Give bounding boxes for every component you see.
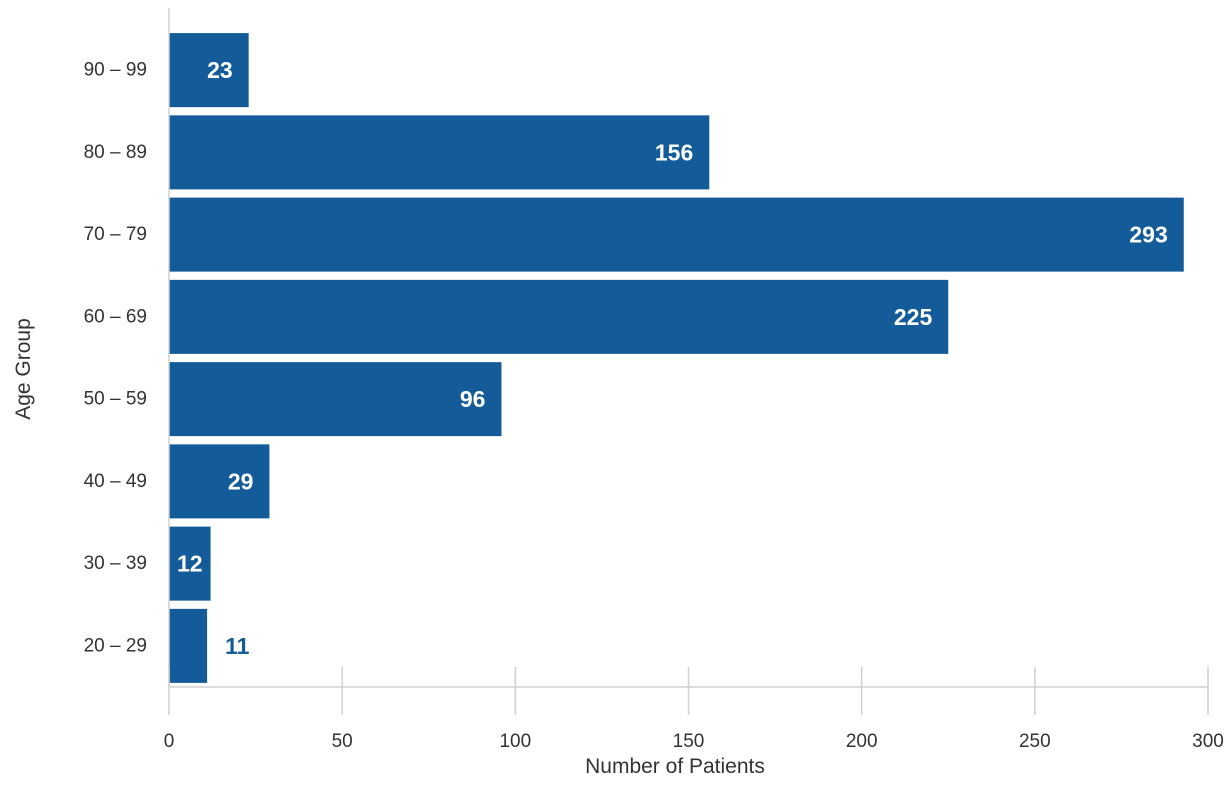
bar-7 [169, 33, 249, 108]
bars-group [169, 33, 1184, 683]
y-tick-label-4: 60 – 69 [84, 306, 147, 327]
bar-2 [169, 444, 270, 519]
bar-value-label-4: 225 [894, 304, 933, 330]
bar-1 [169, 526, 211, 601]
value-labels-group: 11 12 29 96 225 293 156 23 [177, 57, 1168, 659]
bar-3 [169, 362, 502, 437]
x-axis-title: Number of Patients [585, 755, 765, 778]
x-axis-ticks: 0 50 100 150 200 250 300 [164, 667, 1224, 752]
x-tick-label-5: 250 [1019, 731, 1051, 752]
x-tick-label-4: 200 [846, 731, 878, 752]
y-axis-ticks: 20 – 29 30 – 39 40 – 49 50 – 59 60 – 69 70 – … [84, 60, 147, 657]
x-tick-label-6: 300 [1192, 731, 1224, 752]
bar-0 [169, 608, 208, 683]
x-tick-label-1: 50 [332, 731, 353, 752]
y-tick-label-0: 20 – 29 [84, 635, 147, 656]
x-tick-label-2: 100 [499, 731, 531, 752]
bar-value-label-1: 12 [177, 551, 203, 577]
y-tick-label-2: 40 – 49 [84, 471, 147, 492]
y-tick-label-5: 70 – 79 [84, 224, 147, 245]
y-axis-title: Age Group [12, 318, 35, 420]
y-tick-label-7: 90 – 99 [84, 60, 147, 81]
y-tick-label-3: 50 – 59 [84, 389, 147, 410]
bar-value-label-6: 156 [655, 139, 693, 165]
bar-4 [169, 279, 949, 354]
bar-5 [169, 197, 1184, 272]
bar-6 [169, 115, 710, 190]
bar-value-label-5: 293 [1129, 222, 1167, 248]
x-tick-label-3: 150 [673, 731, 705, 752]
y-tick-label-6: 80 – 89 [84, 142, 147, 163]
bar-value-label-3: 96 [460, 386, 486, 412]
y-tick-label-1: 30 – 39 [84, 553, 147, 574]
bar-value-label-2: 29 [228, 468, 254, 494]
bar-value-label-0: 11 [225, 633, 250, 659]
bar-value-label-7: 23 [207, 57, 233, 83]
x-tick-label-0: 0 [164, 731, 175, 752]
